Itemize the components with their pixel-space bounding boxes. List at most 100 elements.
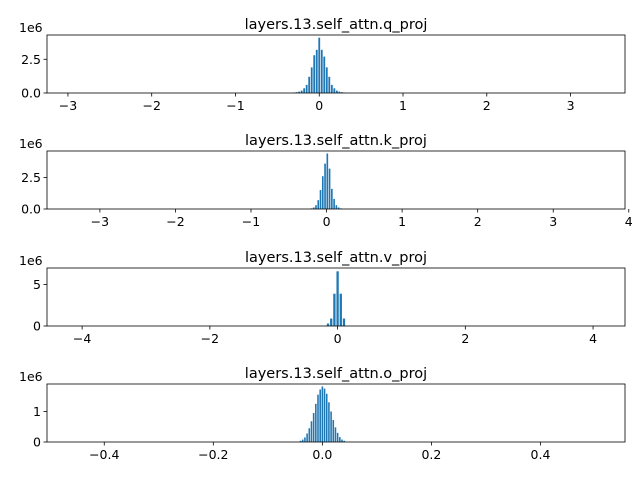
histogram-bar bbox=[334, 427, 337, 442]
histogram-bar bbox=[325, 67, 328, 93]
plot-frame bbox=[46, 383, 626, 443]
x-tick-label: 0 bbox=[323, 214, 331, 229]
x-tick-label: −0.2 bbox=[198, 447, 228, 462]
histogram-bar bbox=[339, 293, 342, 326]
histogram-bar bbox=[333, 198, 335, 209]
x-tick-label: −3 bbox=[59, 98, 77, 113]
histogram-bar bbox=[328, 168, 331, 209]
histogram-bar bbox=[333, 88, 336, 93]
histogram-bar bbox=[317, 394, 319, 442]
histogram-bar bbox=[330, 411, 332, 442]
plot-frame bbox=[46, 267, 626, 327]
histogram-bar bbox=[298, 91, 301, 93]
x-tick-label: 4 bbox=[589, 331, 597, 346]
x-tick-label: 0 bbox=[315, 98, 323, 113]
histogram-bar bbox=[331, 188, 333, 209]
y-tick-label: 2.5 bbox=[21, 52, 41, 67]
x-tick-label: −3 bbox=[91, 214, 109, 229]
histogram-bar bbox=[320, 49, 323, 93]
histogram-bar bbox=[337, 207, 340, 209]
histogram-bar bbox=[328, 76, 331, 93]
histogram-bar bbox=[304, 437, 306, 442]
histogram-bar bbox=[324, 163, 326, 209]
histogram-bar bbox=[338, 91, 341, 93]
histogram-bar bbox=[313, 55, 316, 93]
x-tick-label: 2 bbox=[474, 214, 482, 229]
histogram-bar bbox=[318, 37, 321, 93]
plot-frame bbox=[46, 150, 626, 210]
histogram-bar bbox=[295, 92, 298, 93]
x-tick-label: −1 bbox=[226, 98, 244, 113]
histogram-bar bbox=[315, 205, 317, 209]
histogram-panel: −0.4 −0.2 0.0 0.2 0.4 0 1 layers.13.self_attn.o… bbox=[19, 366, 626, 462]
histogram-bar bbox=[317, 200, 320, 209]
x-tick-label: 0.2 bbox=[421, 447, 441, 462]
y-tick-label: 1 bbox=[33, 404, 41, 419]
chart-title: layers.13.self_attn.v_proj bbox=[245, 250, 427, 266]
histogram-bar bbox=[303, 88, 306, 93]
histogram-bar bbox=[301, 439, 304, 442]
x-tick-label: 0 bbox=[334, 331, 342, 346]
histogram-bar bbox=[333, 293, 336, 326]
y-tick-label: 2.5 bbox=[21, 170, 41, 185]
histogram-bar bbox=[308, 76, 311, 93]
y-tick-label: 0 bbox=[33, 319, 41, 334]
histogram-bar bbox=[336, 432, 339, 442]
x-tick-label: −0.4 bbox=[89, 447, 119, 462]
x-tick-label: −2 bbox=[201, 331, 219, 346]
x-tick-label: 0.0 bbox=[312, 447, 332, 462]
y-offset-label: 1e6 bbox=[19, 20, 43, 35]
x-tick-label: −2 bbox=[166, 214, 184, 229]
histogram-bar bbox=[343, 440, 345, 442]
histogram-bar bbox=[299, 440, 302, 442]
histogram-bar bbox=[323, 388, 326, 442]
x-tick-label: 1 bbox=[398, 214, 406, 229]
histogram-bar bbox=[305, 84, 308, 93]
y-offset-label: 1e6 bbox=[19, 136, 43, 151]
histogram-bar bbox=[321, 386, 324, 442]
histogram-bar bbox=[335, 205, 338, 209]
y-tick-label: 0 bbox=[33, 435, 41, 450]
y-offset-label: 1e6 bbox=[19, 253, 43, 268]
histogram-bar bbox=[339, 437, 341, 442]
chart-title: layers.13.self_attn.k_proj bbox=[245, 133, 427, 149]
histogram-bar bbox=[341, 439, 343, 442]
x-tick-label: −1 bbox=[242, 214, 260, 229]
histogram-bar bbox=[323, 56, 326, 93]
chart-title: layers.13.self_attn.o_proj bbox=[245, 366, 427, 382]
x-tick-label: 2 bbox=[461, 331, 469, 346]
chart-title: layers.13.self_attn.q_proj bbox=[245, 17, 428, 33]
histogram-bar bbox=[325, 393, 328, 442]
histogram-bar bbox=[319, 389, 321, 442]
histogram-bar bbox=[319, 190, 322, 209]
histogram-bar bbox=[312, 207, 315, 209]
histogram-bar bbox=[340, 92, 343, 93]
histogram-bar bbox=[310, 421, 313, 442]
x-tick-label: 1 bbox=[399, 98, 407, 113]
histogram-bar bbox=[321, 176, 324, 209]
histogram-bar bbox=[332, 420, 335, 442]
histogram-bar bbox=[300, 90, 303, 93]
histogram-bar bbox=[326, 153, 329, 209]
histogram-bar bbox=[326, 323, 330, 326]
y-tick-label: 0.0 bbox=[21, 202, 41, 217]
histogram-bar bbox=[336, 271, 339, 326]
histogram-bar bbox=[315, 403, 317, 442]
plot-frame bbox=[46, 34, 626, 94]
x-tick-label: −4 bbox=[73, 331, 91, 346]
histogram-bar bbox=[335, 90, 338, 93]
histogram-panel: −3 −2 −1 0 1 2 3 0.0 2.5 layers.13.self_attn.q_pr… bbox=[19, 17, 626, 113]
histogram-panel: −4 −2 0 2 4 0 5 layers.13.self_attn.v_proj 1e6 bbox=[19, 250, 626, 346]
histogram-panel: −3 −2 −1 0 1 2 3 4 0.0 2.5 layers.13.self_attn.k_p… bbox=[19, 133, 633, 229]
histogram-bar bbox=[308, 428, 311, 442]
x-tick-label: 0.4 bbox=[531, 447, 551, 462]
histogram-bar bbox=[306, 433, 308, 442]
x-tick-label: −2 bbox=[142, 98, 160, 113]
y-offset-label: 1e6 bbox=[19, 369, 43, 384]
x-tick-label: 3 bbox=[567, 98, 575, 113]
histogram-bar bbox=[310, 67, 313, 93]
histogram-bar bbox=[315, 49, 318, 93]
x-tick-label: 2 bbox=[483, 98, 491, 113]
histogram-bar bbox=[330, 318, 333, 326]
